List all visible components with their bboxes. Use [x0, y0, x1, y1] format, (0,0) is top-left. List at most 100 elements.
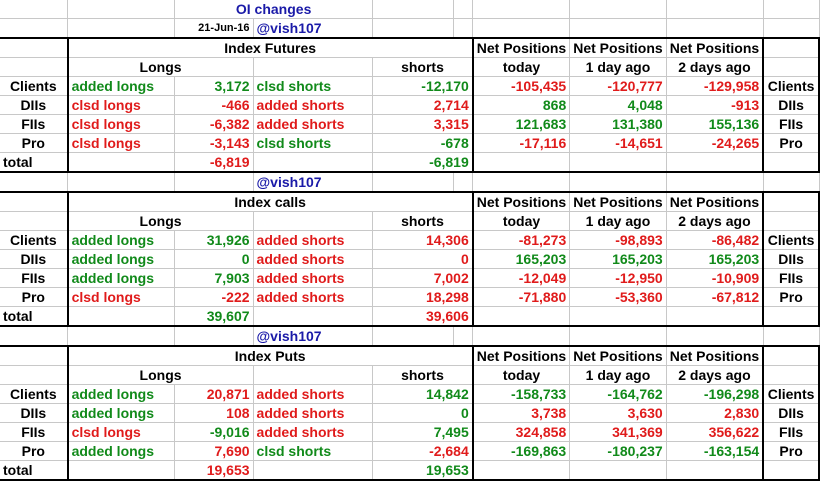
today-header: today	[471, 57, 571, 77]
table-row: OI changes	[0, 0, 820, 19]
table-row: DIIs clsd longs -466 added shorts 2,714 868 4,…	[0, 95, 820, 115]
table-row: Longs shorts today 1 day ago 2 days ago	[0, 57, 820, 77]
empty-cell	[0, 37, 69, 58]
net-2-days-ago: -129,958	[666, 76, 765, 96]
empty-cell	[471, 460, 571, 481]
shorts-header: shorts	[372, 57, 474, 77]
empty-cell	[0, 326, 69, 347]
empty-cell	[67, 0, 176, 19]
empty-cell	[372, 0, 455, 19]
empty-cell	[666, 152, 765, 173]
participant-name-right: FIIs	[763, 268, 820, 288]
participant-name: DIIs	[0, 95, 69, 115]
long-action: added longs	[66, 268, 176, 288]
total-shorts: 39,606	[372, 306, 474, 327]
longs-header: Longs	[66, 211, 254, 231]
empty-cell	[569, 152, 667, 173]
net-positions-header: Net Positions	[666, 191, 765, 212]
net-positions-header: Net Positions	[471, 345, 571, 366]
net-today: 324,858	[471, 422, 571, 442]
net-2-days-ago: 2,830	[666, 403, 765, 423]
net-positions-header: Net Positions	[471, 191, 571, 212]
net-positions-header: Net Positions	[569, 345, 667, 366]
long-action: added longs	[66, 76, 176, 96]
total-shorts: 19,653	[372, 460, 474, 481]
two-days-ago-header: 2 days ago	[666, 57, 765, 77]
net-positions-header: Net Positions	[569, 191, 667, 212]
table-row: Pro added longs 7,690 clsd shorts -2,684 -169…	[0, 441, 820, 461]
empty-cell	[253, 460, 374, 481]
long-action: clsd longs	[66, 422, 176, 442]
long-value: -6,382	[174, 114, 254, 134]
total-shorts: -6,819	[372, 152, 474, 173]
long-action: added longs	[66, 249, 176, 269]
empty-cell	[0, 191, 69, 212]
empty-cell	[472, 326, 571, 347]
table-row: FIIs clsd longs -6,382 added shorts 3,315 121…	[0, 114, 820, 134]
table-row: total -6,819 -6,819	[0, 152, 820, 173]
empty-cell	[569, 326, 667, 347]
empty-cell	[66, 460, 176, 481]
participant-name: Clients	[0, 230, 69, 250]
participant-name-right: DIIs	[763, 249, 820, 269]
table-row: Clients added longs 20,871 added shorts 14,8…	[0, 384, 820, 404]
net-today: -169,863	[471, 441, 571, 461]
short-action: added shorts	[253, 422, 374, 442]
longs-header: Longs	[66, 365, 254, 385]
net-1-day-ago: -14,651	[569, 133, 667, 153]
empty-cell	[372, 326, 455, 347]
table-row: Index Futures Net Positions Net Positions N…	[0, 37, 820, 58]
net-1-day-ago: -53,360	[569, 287, 667, 307]
long-action: added longs	[66, 230, 176, 250]
net-2-days-ago: -163,154	[666, 441, 765, 461]
long-value: 3,172	[174, 76, 254, 96]
empty-cell	[763, 191, 820, 212]
long-action: clsd longs	[66, 95, 176, 115]
empty-cell	[763, 152, 820, 173]
total-longs: -6,819	[174, 152, 254, 173]
empty-cell	[67, 326, 176, 347]
empty-cell	[763, 0, 820, 19]
empty-cell	[472, 0, 571, 19]
empty-cell	[569, 460, 667, 481]
short-action: clsd shorts	[253, 441, 374, 461]
one-day-ago-header: 1 day ago	[569, 57, 667, 77]
page-title: OI changes	[174, 0, 374, 19]
net-1-day-ago: -120,777	[569, 76, 667, 96]
participant-name: Pro	[0, 133, 69, 153]
empty-cell	[569, 306, 667, 327]
long-value: -9,016	[174, 422, 254, 442]
net-1-day-ago: 131,380	[569, 114, 667, 134]
empty-cell	[472, 172, 571, 193]
table-row: Index calls Net Positions Net Positions Net…	[0, 191, 820, 212]
empty-cell	[471, 152, 571, 173]
short-action: added shorts	[253, 268, 374, 288]
long-value: -466	[174, 95, 254, 115]
short-value: 14,842	[372, 384, 474, 404]
participant-name: FIIs	[0, 422, 69, 442]
empty-cell	[253, 152, 374, 173]
short-value: 2,714	[372, 95, 474, 115]
table-row: Clients added longs 3,172 clsd shorts -12,17…	[0, 76, 820, 96]
empty-cell	[0, 172, 69, 193]
net-today: -81,273	[471, 230, 571, 250]
one-day-ago-header: 1 day ago	[569, 365, 667, 385]
short-value: 7,495	[372, 422, 474, 442]
participant-name-right: Clients	[763, 76, 820, 96]
long-action: added longs	[66, 441, 176, 461]
corner-cell	[0, 18, 69, 39]
net-2-days-ago: -10,909	[666, 268, 765, 288]
short-action: added shorts	[253, 249, 374, 269]
participant-name: DIIs	[0, 403, 69, 423]
today-header: today	[471, 211, 571, 231]
short-action: added shorts	[253, 230, 374, 250]
empty-cell	[763, 57, 820, 77]
empty-cell	[763, 460, 820, 481]
empty-cell	[66, 152, 176, 173]
table-row: Clients added longs 31,926 added shorts 14,3…	[0, 230, 820, 250]
net-2-days-ago: 155,136	[666, 114, 765, 134]
participant-name-right: Clients	[763, 230, 820, 250]
short-value: -678	[372, 133, 474, 153]
net-positions-header: Net Positions	[471, 37, 571, 58]
empty-cell	[471, 306, 571, 327]
